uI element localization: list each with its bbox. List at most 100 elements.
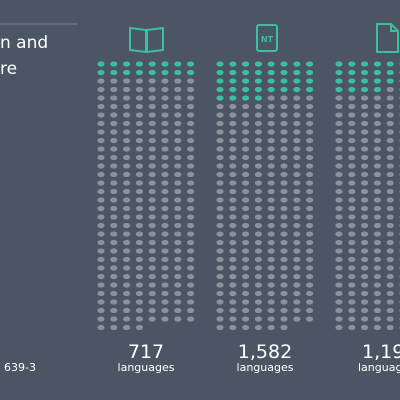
dot — [306, 273, 314, 280]
dot — [229, 103, 237, 110]
dot — [148, 95, 156, 101]
dot — [216, 290, 224, 297]
dot — [135, 214, 143, 220]
dot — [148, 290, 156, 297]
dot — [187, 146, 195, 152]
dot — [229, 146, 237, 152]
dot — [254, 129, 262, 135]
dot — [229, 86, 237, 93]
dot — [229, 256, 237, 263]
dot — [386, 307, 394, 314]
dot — [97, 205, 105, 212]
dot — [335, 290, 343, 297]
dot — [110, 78, 118, 84]
dot — [110, 188, 118, 195]
dot — [97, 180, 105, 186]
dot — [110, 214, 118, 220]
dot — [386, 129, 394, 135]
dot — [386, 273, 394, 280]
dot — [161, 78, 169, 84]
dot — [267, 95, 275, 101]
dot — [280, 137, 288, 144]
dot — [280, 95, 288, 101]
dot — [148, 316, 156, 322]
dot — [335, 282, 343, 288]
dot — [306, 78, 314, 84]
dot — [293, 282, 301, 288]
dot — [280, 180, 288, 186]
dot — [293, 205, 301, 212]
dot — [254, 324, 262, 331]
dot — [148, 282, 156, 288]
dot — [187, 69, 195, 76]
dot — [293, 129, 301, 135]
dot — [267, 256, 275, 263]
dot — [373, 78, 381, 84]
unit: languages — [118, 361, 175, 374]
dot — [280, 61, 288, 67]
dot — [293, 137, 301, 144]
dot — [161, 137, 169, 144]
dot — [335, 112, 343, 118]
dot — [216, 256, 224, 263]
dot — [335, 129, 343, 135]
dot — [293, 231, 301, 237]
dot — [110, 95, 118, 101]
dot — [97, 188, 105, 195]
dot — [373, 146, 381, 152]
dot — [148, 180, 156, 186]
dot — [187, 163, 195, 169]
dot — [216, 316, 224, 322]
dot — [386, 146, 394, 152]
dot — [229, 61, 237, 67]
dot — [386, 154, 394, 161]
dot — [386, 214, 394, 220]
dot — [267, 163, 275, 169]
dot — [97, 248, 105, 254]
dot — [267, 137, 275, 144]
dot — [386, 299, 394, 305]
dot — [110, 129, 118, 135]
dot — [97, 103, 105, 110]
dot — [148, 112, 156, 118]
dot — [135, 324, 143, 331]
dot — [187, 222, 195, 229]
dot — [229, 248, 237, 254]
dot — [254, 154, 262, 161]
dot — [306, 231, 314, 237]
dot — [293, 120, 301, 127]
dot — [174, 154, 182, 161]
dot — [361, 231, 369, 237]
dot — [242, 146, 250, 152]
dot — [161, 120, 169, 127]
dot — [348, 239, 356, 246]
dot — [161, 163, 169, 169]
dot — [123, 188, 131, 195]
dot — [161, 86, 169, 93]
dot — [280, 188, 288, 195]
dot — [161, 197, 169, 203]
dot — [335, 231, 343, 237]
dot — [123, 307, 131, 314]
dot — [187, 273, 195, 280]
dot — [187, 205, 195, 212]
dot — [242, 256, 250, 263]
dot — [148, 197, 156, 203]
dot — [97, 222, 105, 229]
dot — [242, 239, 250, 246]
dot — [97, 231, 105, 237]
dot — [187, 316, 195, 322]
dot — [348, 61, 356, 67]
dot — [216, 103, 224, 110]
dot — [361, 265, 369, 271]
dot — [293, 86, 301, 93]
dot — [161, 307, 169, 314]
dot — [187, 214, 195, 220]
dot — [280, 282, 288, 288]
dot — [280, 290, 288, 297]
dot — [135, 95, 143, 101]
dot — [135, 103, 143, 110]
dot — [97, 282, 105, 288]
dot — [254, 171, 262, 178]
